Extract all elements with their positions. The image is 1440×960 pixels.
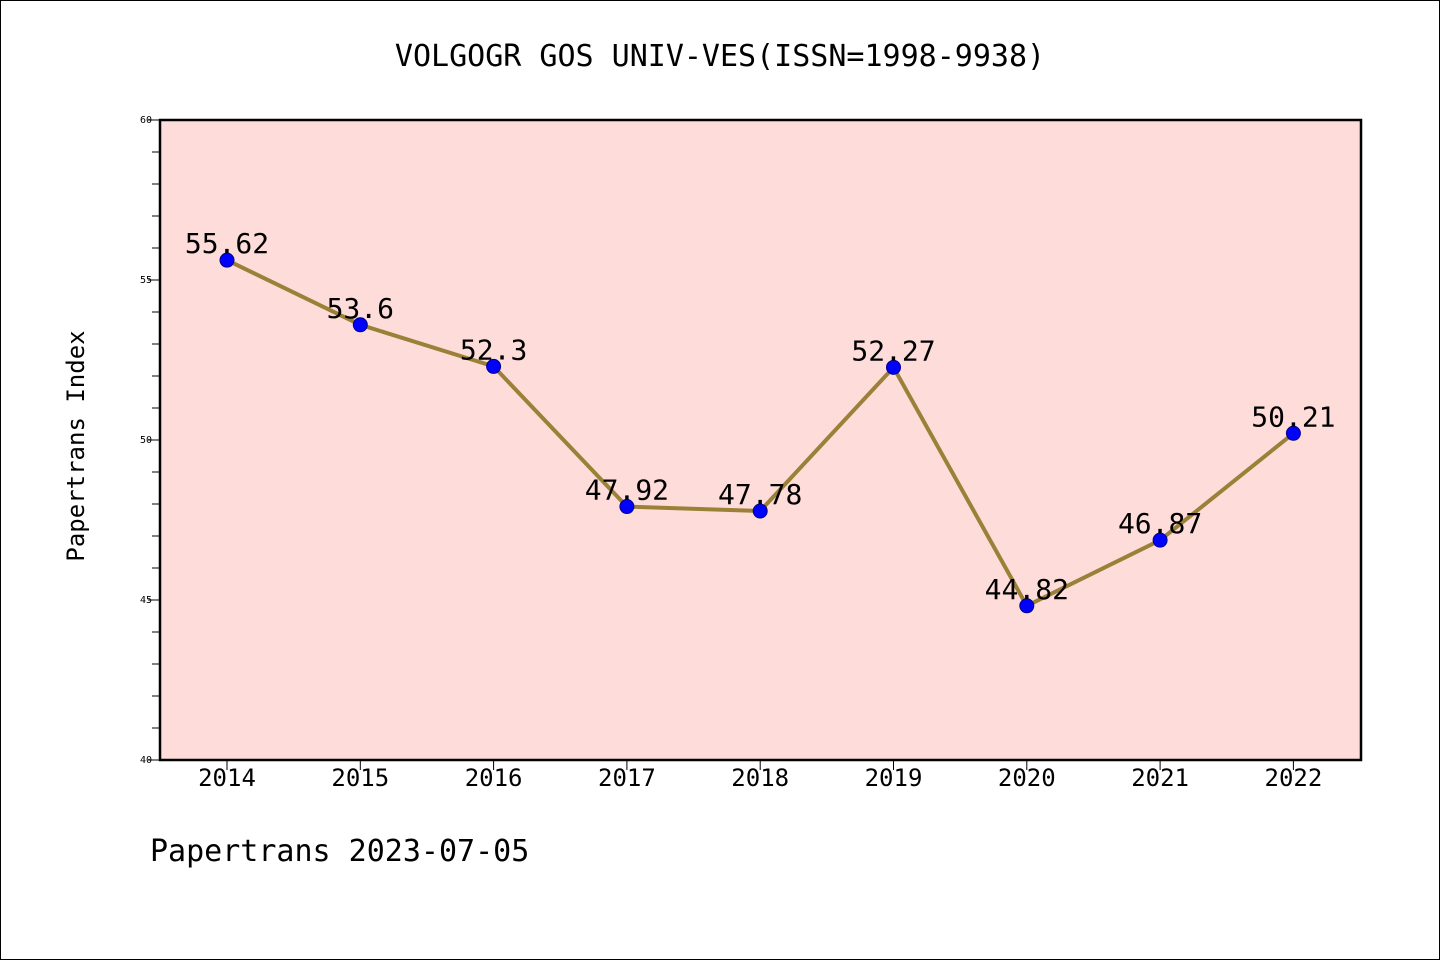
label-layer: 55.62 53.6 52.3 47.92 47.78 52.27 44.82 46.87 50… xyxy=(185,227,1336,606)
x-tick-label: 2015 xyxy=(331,764,389,792)
x-tick-label: 2016 xyxy=(465,764,523,792)
axis-layer: 40 45 50 55 60 2014 2015 2016 2017 2018 2019 2020 20… xyxy=(140,115,1322,792)
data-point xyxy=(752,503,768,519)
x-tick-label: 2022 xyxy=(1265,764,1323,792)
plot-area xyxy=(158,118,1363,762)
data-point xyxy=(619,499,635,515)
data-point xyxy=(886,359,901,375)
data-point xyxy=(486,358,502,374)
x-tick-label: 2014 xyxy=(198,764,256,792)
x-tick-label: 2017 xyxy=(598,764,656,792)
data-label: 50.21 xyxy=(1251,400,1335,433)
data-label: 55.62 xyxy=(185,227,269,260)
data-point xyxy=(1019,598,1035,614)
data-label: 47.78 xyxy=(718,478,802,511)
y-tick-label: 60 xyxy=(140,115,152,126)
y-tick-label: 40 xyxy=(140,755,152,766)
data-label: 46.87 xyxy=(1118,507,1202,540)
chart-title: VOLGOGR GOS UNIV-VES(ISSN=1998-9938) xyxy=(395,39,1045,74)
data-point xyxy=(219,252,235,268)
x-tick-label: 2021 xyxy=(1131,764,1189,792)
data-point xyxy=(352,317,368,333)
y-tick-label: 45 xyxy=(140,595,152,606)
data-label: 53.6 xyxy=(327,292,394,325)
y-axis-label: Papertrans Index xyxy=(62,330,90,561)
data-point xyxy=(1285,425,1301,441)
series-layer xyxy=(219,252,1301,614)
x-tick-label: 2018 xyxy=(731,764,789,792)
data-point xyxy=(1152,532,1168,548)
x-tick-label: 2019 xyxy=(865,764,923,792)
data-label: 52.27 xyxy=(851,334,935,367)
x-tick-label: 2020 xyxy=(998,764,1056,792)
y-tick-label: 55 xyxy=(140,275,152,286)
footer-note: Papertrans 2023-07-05 xyxy=(150,834,530,869)
y-tick-label: 50 xyxy=(140,435,152,446)
data-label: 52.3 xyxy=(460,333,527,366)
data-label: 47.92 xyxy=(585,474,669,507)
data-label: 44.82 xyxy=(985,573,1069,606)
